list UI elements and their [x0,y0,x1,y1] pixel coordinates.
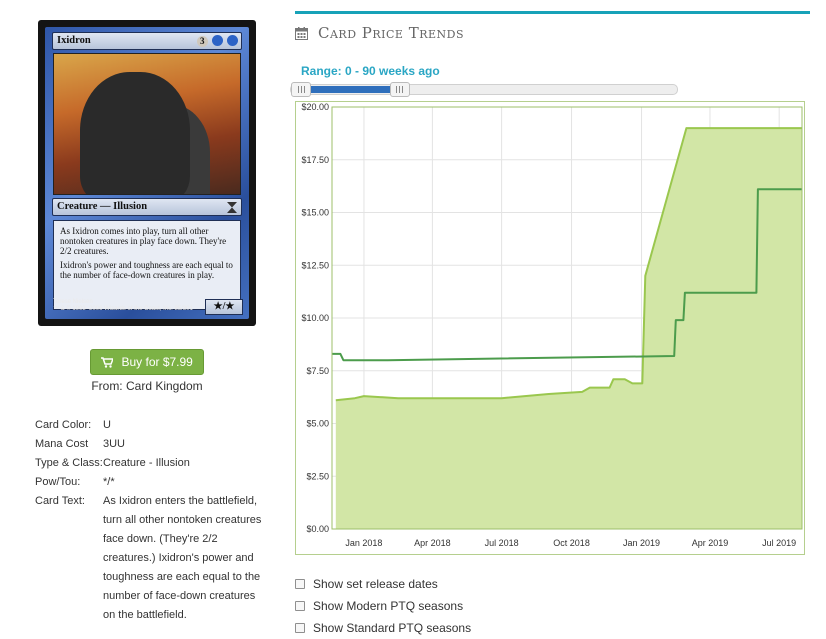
buy-source: From: Card Kingdom [91,379,203,393]
plot-frame [331,106,803,530]
detail-row-type: Type & Class: Creature - Illusion [35,454,265,473]
option-label: Show set release dates [313,577,438,591]
option-label: Show Standard PTQ seasons [313,621,472,635]
detail-label: Mana Cost [35,438,89,450]
card-details: Card Color: U Mana Cost 3UU Type & Class… [35,416,265,625]
detail-value: U [103,419,111,431]
price-trends-title: Card Price Trends [295,23,464,43]
detail-value: As Ixidron enters the battlefield, turn … [103,495,262,621]
set-symbol-icon [227,202,237,213]
creature-art-shape [80,72,190,194]
option-set-release-dates[interactable]: Show set release dates [295,573,471,595]
price-line-1 [332,188,802,362]
buy-button-label: Buy for $7.99 [121,355,193,369]
option-standard-ptq[interactable]: Show Standard PTQ seasons [295,617,471,639]
detail-value: 3UU [103,438,126,450]
y-tick-label: $7.50 [306,366,329,376]
detail-label: Type & Class: [35,457,103,469]
detail-label: Card Text: [35,495,85,507]
card-image: Ixidron 3 Creature — Illusion As Ixidron… [38,20,256,326]
mana-blue-icon [212,35,223,46]
card-type-bar: Creature — Illusion [52,198,242,216]
x-tick-label: Jul 2019 [762,538,796,548]
option-label: Show Modern PTQ seasons [313,599,464,613]
y-tick-label: $10.00 [301,313,329,323]
x-tick-label: Oct 2018 [553,538,590,548]
mana-generic-icon: 3 [197,36,208,47]
calendar-icon [295,26,308,40]
x-tick-label: Apr 2018 [414,538,451,548]
detail-row-text: Card Text: As Ixidron enters the battlef… [35,492,265,625]
card-footer: Terese Nielsen ™ & © 1993–2006 Wizards o… [53,299,193,313]
price-area-0 [335,128,802,529]
checkbox[interactable] [295,579,305,589]
section-divider [295,11,810,14]
x-tick-label: Jan 2019 [623,538,660,548]
x-tick-label: Jul 2018 [485,538,519,548]
card-type-line: Creature — Illusion [57,201,148,212]
checkbox[interactable] [295,601,305,611]
checkbox[interactable] [295,623,305,633]
detail-row-pt: Pow/Tou: */* [35,473,265,492]
y-tick-label: $12.50 [301,260,329,270]
card-art [53,53,241,195]
range-label: Range: 0 - 90 weeks ago [301,64,440,78]
mana-blue-icon [227,35,238,46]
y-tick-label: $17.50 [301,155,329,165]
card-power-toughness: ★/★ [205,299,243,315]
range-slider-fill [301,86,400,93]
card-title-bar: Ixidron 3 [52,32,242,50]
detail-row-color: Card Color: U [35,416,265,435]
range-handle-end[interactable] [389,82,410,97]
detail-value: Creature - Illusion [103,457,190,469]
y-tick-label: $20.00 [301,102,329,112]
card-frame: Ixidron 3 Creature — Illusion As Ixidron… [45,27,249,319]
price-line-0 [335,127,802,402]
range-handle-start[interactable] [291,82,311,97]
price-chart[interactable]: $0.00 $2.50 $5.00 $7.50 $10.00 $12.50 $15.00 $1… [295,101,805,555]
card-mana-cost: 3 [197,35,238,47]
card-text-box: As Ixidron comes into play, turn all oth… [53,220,241,310]
x-tick-label: Apr 2019 [692,538,729,548]
price-trends-title-text: Card Price Trends [318,24,465,42]
option-modern-ptq[interactable]: Show Modern PTQ seasons [295,595,471,617]
detail-value: */* [103,476,115,488]
card-rules-text: Ixidron's power and toughness are each e… [60,260,233,280]
cart-icon [101,357,114,368]
card-copyright: ™ & © 1993–2006 Wizards of the Coast, In… [53,306,193,312]
x-tick-label: Jan 2018 [345,538,382,548]
chart-options: Show set release dates Show Modern PTQ s… [295,573,471,639]
y-tick-label: $5.00 [306,419,329,429]
card-artist: Terese Nielsen [53,299,93,305]
y-tick-label: $2.50 [306,471,329,481]
detail-label: Pow/Tou: [35,476,81,488]
detail-label: Card Color: [35,419,92,431]
card-name: Ixidron [57,35,91,46]
y-tick-label: $15.00 [301,208,329,218]
buy-button[interactable]: Buy for $7.99 [90,349,204,375]
y-tick-label: $0.00 [306,524,329,534]
card-rules-text: As Ixidron comes into play, turn all oth… [60,226,227,256]
range-slider[interactable] [290,82,678,97]
price-chart-svg: $0.00 $2.50 $5.00 $7.50 $10.00 $12.50 $15.00 $1… [301,102,803,548]
detail-row-mana: Mana Cost 3UU [35,435,265,454]
